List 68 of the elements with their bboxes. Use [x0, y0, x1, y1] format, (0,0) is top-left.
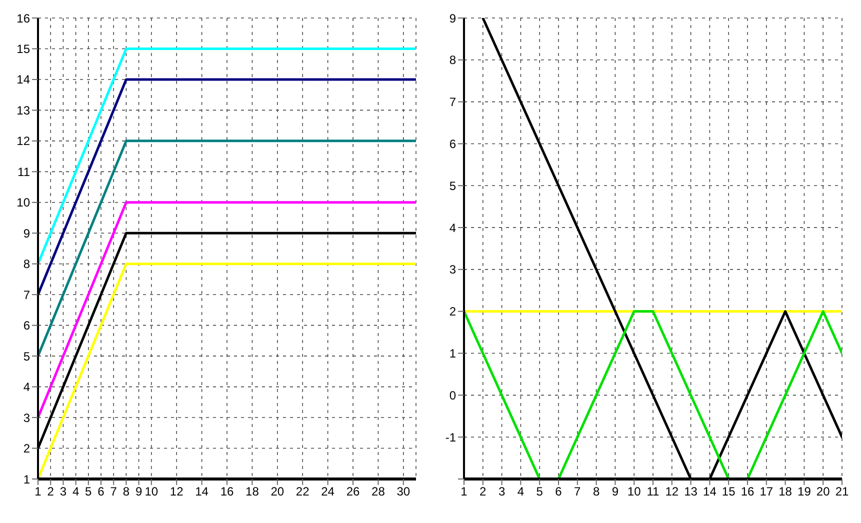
x-tick-label: 3: [60, 484, 67, 499]
y-tick-label: 5: [449, 178, 456, 193]
y-tick-label: 16: [16, 11, 30, 26]
y-tick-label: 3: [23, 410, 30, 425]
x-tick-label: 16: [740, 484, 754, 499]
y-tick-label: 2: [23, 442, 30, 456]
x-tick-label: 9: [612, 484, 619, 499]
x-tick-label: 2: [480, 484, 487, 499]
x-tick-label: 8: [592, 484, 600, 499]
x-tick-label: 7: [110, 484, 118, 499]
x-tick-label: 6: [555, 484, 562, 499]
y-tick-label: 9: [449, 11, 456, 26]
y-tick-label: 10: [16, 196, 30, 210]
y-tick-label: 11: [18, 164, 30, 179]
y-tick-label: 5: [23, 349, 30, 364]
x-tick-label: 4: [517, 484, 524, 499]
y-tick-label: 15: [16, 42, 30, 56]
x-tick-label: 22: [296, 484, 310, 499]
x-tick-label: 2: [47, 484, 54, 499]
y-tick-label: 7: [23, 288, 30, 302]
y-tick-label: 6: [23, 318, 30, 333]
x-tick-label: 4: [72, 484, 80, 499]
x-tick-label: 1: [460, 484, 468, 499]
x-tick-label: 28: [372, 484, 386, 499]
x-tick-label: 19: [798, 484, 812, 499]
y-tick-label: 8: [23, 257, 30, 272]
x-tick-label: 3: [498, 484, 506, 499]
x-tick-label: 30: [396, 484, 410, 499]
y-tick-label: 4: [449, 220, 456, 235]
y-tick-label: 1: [23, 472, 30, 486]
y-tick-label: 3: [449, 262, 456, 277]
x-tick-label: 5: [85, 484, 92, 499]
y-tick-label: 13: [16, 103, 30, 118]
x-tick-label: 10: [144, 484, 158, 499]
x-tick-label: 1: [34, 484, 42, 499]
y-tick-label: 8: [449, 53, 456, 68]
y-tick-label: 1: [449, 346, 456, 361]
x-tick-label: 26: [346, 484, 360, 499]
x-tick-label: 13: [684, 484, 698, 499]
x-tick-label: 5: [536, 484, 544, 499]
x-tick-label: 16: [220, 484, 234, 499]
x-tick-label: 11: [646, 484, 660, 499]
x-tick-label: 17: [760, 484, 774, 499]
x-tick-label: 9: [135, 484, 142, 499]
y-tick-label: 14: [16, 72, 30, 87]
x-tick-label: 12: [170, 484, 184, 499]
x-tick-label: 20: [270, 484, 284, 499]
x-tick-label: 24: [321, 484, 335, 499]
x-tick-label: 14: [703, 484, 717, 499]
x-tick-label: 15: [722, 484, 736, 499]
y-tick-label: 9: [23, 226, 30, 240]
y-tick-label: -1: [445, 430, 456, 444]
x-tick-label: 6: [98, 484, 105, 499]
x-tick-label: 14: [195, 484, 209, 499]
x-tick-label: 20: [816, 484, 830, 499]
y-tick-label: 2: [449, 304, 456, 319]
x-tick-label: 8: [122, 484, 130, 499]
x-tick-label: 10: [627, 484, 642, 499]
x-tick-label: 12: [665, 484, 679, 499]
x-tick-label: 21: [835, 484, 849, 499]
y-tick-label: 0: [449, 388, 456, 402]
x-tick-label: 18: [246, 484, 260, 499]
x-tick-label: 7: [574, 484, 582, 499]
y-tick-label: 7: [449, 95, 456, 110]
y-tick-label: 12: [16, 134, 30, 148]
y-tick-label: 6: [449, 136, 456, 151]
y-tick-label: 4: [23, 380, 30, 394]
x-tick-label: 18: [778, 484, 792, 499]
